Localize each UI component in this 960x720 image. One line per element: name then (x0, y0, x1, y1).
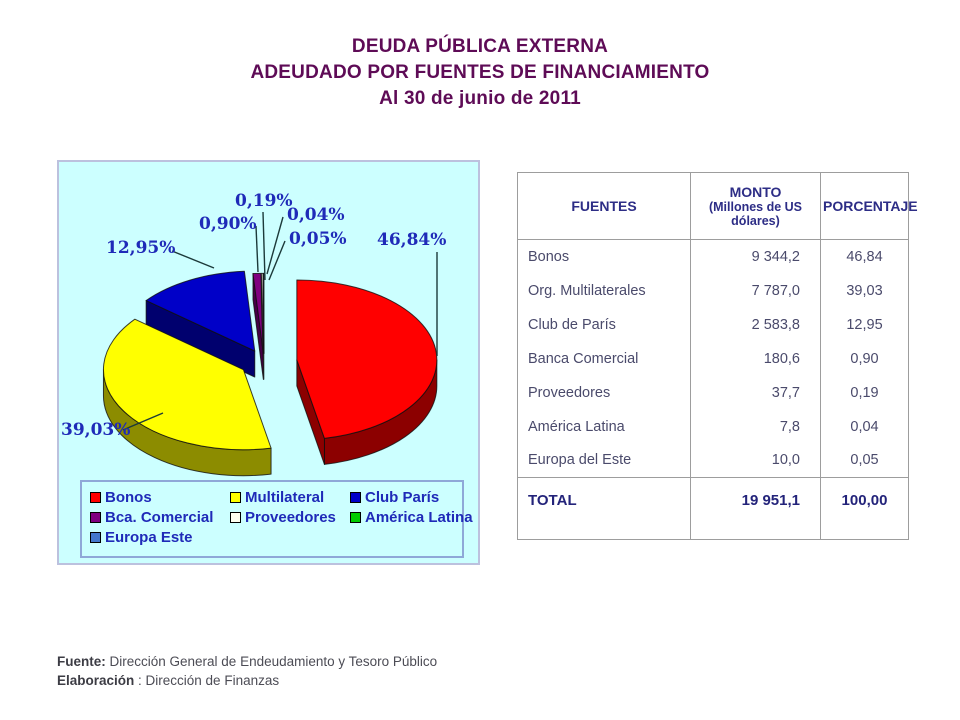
table-total-row: TOTAL 19 951,1 100,00 (517, 477, 909, 540)
table-row-club-de-paris: Club de París 2 583,8 12,95 (517, 307, 909, 342)
pie-legend: Bonos Multilateral Club París Bca. Comercia… (80, 480, 473, 558)
pie-label-multilateral: 39,03% (61, 420, 131, 440)
total-monto-cell: 19 951,1 (690, 477, 821, 540)
monto-cell: 2 583,8 (690, 307, 821, 342)
table-row-banca-comercial: Banca Comercial 180,6 0,90 (517, 341, 909, 376)
pct-cell: 39,03 (820, 273, 909, 308)
monto-cell: 9 344,2 (690, 239, 821, 274)
legend-item-europa-este: Europa Este (90, 529, 230, 546)
legend-label: Bca. Comercial (105, 509, 214, 526)
legend-item-club-paris: Club París (350, 489, 473, 506)
pct-cell: 12,95 (820, 307, 909, 342)
legend-swatch-bca-comercial (90, 512, 101, 523)
legend-item-america-latina: América Latina (350, 509, 473, 526)
fuente-cell: Bonos (517, 239, 691, 274)
monto-cell: 7,8 (690, 409, 821, 444)
legend-item-bonos: Bonos (90, 489, 230, 506)
monto-cell: 37,7 (690, 375, 821, 410)
legend-label: Multilateral (245, 489, 325, 506)
leader-lines (122, 211, 438, 431)
pct-cell: 0,04 (820, 409, 909, 444)
legend-swatch-bonos (90, 492, 101, 503)
elaboracion-text: : Dirección de Finanzas (134, 673, 280, 688)
monto-cell: 7 787,0 (690, 273, 821, 308)
table-row-europa-del-este: Europa del Este 10,0 0,05 (517, 443, 909, 478)
pct-cell: 0,90 (820, 341, 909, 376)
title-line-3: Al 30 de junio de 2011 (379, 88, 581, 109)
pie-slice-bonos (296, 279, 438, 439)
pct-cell: 46,84 (820, 239, 909, 274)
legend-item-bca-comercial: Bca. Comercial (90, 509, 230, 526)
legend-label: Europa Este (105, 529, 193, 546)
pie-label-club-paris: 12,95% (106, 238, 176, 258)
pie-slice-club-paris (145, 270, 256, 352)
fuente-line: Fuente: Dirección General de Endeudamien… (57, 652, 437, 671)
pie-label-bca-comercial: 0,90% (199, 214, 257, 234)
fuente-text: Dirección General de Endeudamiento y Tes… (105, 654, 438, 669)
pie-label-europa-este: 0,05% (289, 229, 347, 249)
elaboracion-line: Elaboración : Dirección de Finanzas (57, 671, 437, 690)
pie-label-proveedores: 0,19% (235, 191, 293, 211)
pie-chart-area: 46,84% 39,03% 12,95% 0,90% 0,19% 0,04% 0… (57, 160, 480, 565)
legend-swatch-proveedores (230, 512, 241, 523)
source-note: Fuente: Dirección General de Endeudamien… (57, 652, 437, 690)
pie-slice-multilateral (102, 318, 272, 451)
legend-label: América Latina (365, 509, 473, 526)
pie-chart (102, 270, 438, 477)
pct-cell: 0,05 (820, 443, 909, 478)
header-monto-sub: (Millones de US dólares) (708, 200, 803, 228)
pct-cell: 0,19 (820, 375, 909, 410)
legend-swatch-multilateral (230, 492, 241, 503)
fuente-cell: Proveedores (517, 375, 691, 410)
fuente-label: Fuente: (57, 654, 106, 669)
table-row-proveedores: Proveedores 37,7 0,19 (517, 375, 909, 410)
total-fuente-cell: TOTAL (517, 477, 691, 540)
fuente-cell: Club de París (517, 307, 691, 342)
pie-label-america-latina: 0,04% (287, 205, 345, 225)
legend-swatch-america-latina (350, 512, 361, 523)
legend-item-proveedores: Proveedores (230, 509, 350, 526)
legend-swatch-europa-este (90, 532, 101, 543)
header-porcentaje: PORCENTAJE (823, 198, 918, 214)
fuente-cell: Banca Comercial (517, 341, 691, 376)
fuente-cell: América Latina (517, 409, 691, 444)
page-title: DEUDA PÚBLICA EXTERNA ADEUDADO POR FUENT… (0, 34, 960, 112)
monto-cell: 10,0 (690, 443, 821, 478)
legend-label: Proveedores (245, 509, 336, 526)
legend-swatch-club-paris (350, 492, 361, 503)
table-row-org-multilaterales: Org. Multilaterales 7 787,0 39,03 (517, 273, 909, 308)
debt-table: FUENTES MONTO (Millones de US dólares) P… (517, 172, 918, 540)
fuente-cell: Org. Multilaterales (517, 273, 691, 308)
table-row-america-latina: América Latina 7,8 0,04 (517, 409, 909, 444)
title-line-2: ADEUDADO POR FUENTES DE FINANCIAMIENTO (250, 62, 710, 83)
title-line-1: DEUDA PÚBLICA EXTERNA (351, 36, 609, 57)
legend-label: Club París (365, 489, 440, 506)
table-header-row: FUENTES MONTO (Millones de US dólares) P… (517, 172, 918, 240)
total-pct-cell: 100,00 (820, 477, 909, 540)
elaboracion-label: Elaboración (57, 673, 135, 688)
monto-cell: 180,6 (690, 341, 821, 376)
legend-item-multilateral: Multilateral (230, 489, 350, 506)
header-fuentes: FUENTES (571, 198, 637, 214)
legend-label: Bonos (105, 489, 152, 506)
header-monto: MONTO (729, 184, 782, 200)
pie-label-bonos: 46,84% (377, 230, 447, 250)
table-row-bonos: Bonos 9 344,2 46,84 (517, 239, 909, 274)
fuente-cell: Europa del Este (517, 443, 691, 478)
